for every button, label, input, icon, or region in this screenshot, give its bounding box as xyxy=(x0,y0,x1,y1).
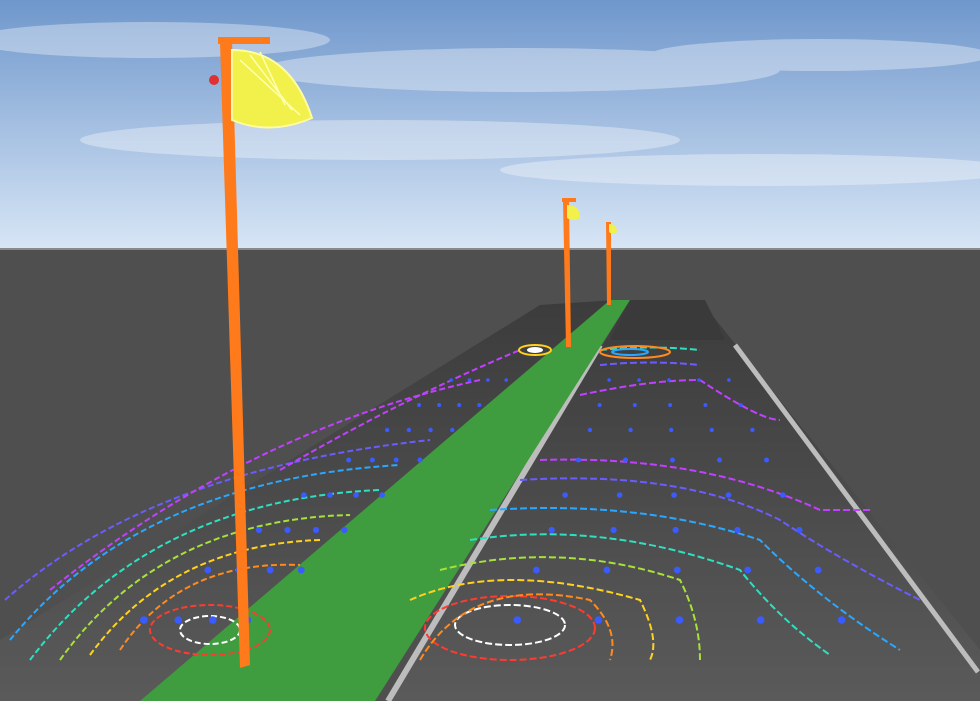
calc-point-marker xyxy=(607,378,611,382)
pole-mid xyxy=(562,198,576,347)
calc-point-marker xyxy=(738,403,743,407)
calc-point-marker xyxy=(406,427,412,433)
pole-far xyxy=(606,222,611,305)
calc-point-marker xyxy=(669,427,674,433)
left-roadway xyxy=(0,300,615,701)
calc-point-marker xyxy=(672,526,679,534)
calc-point-marker xyxy=(297,566,305,574)
calc-point-marker xyxy=(284,526,291,534)
calc-point-marker xyxy=(513,616,522,624)
lane-line-left xyxy=(385,343,603,701)
calc-point-marker xyxy=(744,566,752,574)
calc-point-marker xyxy=(312,526,320,534)
lane-line-right xyxy=(732,343,980,674)
calc-point-marker xyxy=(576,457,581,463)
calc-point-marker xyxy=(204,566,212,574)
calc-point-marker xyxy=(417,457,423,463)
calc-point-marker xyxy=(587,427,593,433)
far-hotspots xyxy=(518,344,671,359)
calc-point-marker xyxy=(327,492,333,498)
right-roadway xyxy=(385,300,980,701)
calc-point-marker xyxy=(353,492,359,498)
calc-point-marker xyxy=(369,457,375,463)
calc-point-marker xyxy=(764,457,769,463)
calc-point-marker xyxy=(734,526,741,534)
calc-point-marker xyxy=(717,457,722,463)
calc-point-marker xyxy=(667,378,671,382)
calc-point-marker xyxy=(597,403,602,407)
calc-point-marker xyxy=(727,378,731,382)
calc-point-marker xyxy=(703,403,708,407)
calc-point-marker xyxy=(449,378,454,382)
calc-point-marker xyxy=(780,492,786,498)
calc-point-marker xyxy=(417,403,422,407)
calc-point-marker xyxy=(384,427,390,433)
calc-point-marker xyxy=(837,616,846,624)
calc-point-marker xyxy=(628,427,633,433)
calc-point-marker xyxy=(255,526,263,534)
calc-point-marker xyxy=(814,566,822,574)
calc-point-marker xyxy=(457,403,462,407)
calc-point-marker xyxy=(346,457,352,463)
pole-near xyxy=(218,37,270,668)
far-road-end xyxy=(610,300,725,340)
calc-point-marker xyxy=(697,378,701,382)
calc-point-marker xyxy=(610,526,617,534)
calc-point-marker xyxy=(174,616,183,624)
isolux-contours-right xyxy=(409,346,921,661)
luminaire-mid xyxy=(567,205,580,220)
calc-point-marker xyxy=(266,566,274,574)
calc-point-marker xyxy=(709,427,714,433)
calc-point-marker xyxy=(671,492,677,498)
calc-point-marker xyxy=(632,403,637,407)
calc-point-marker xyxy=(428,427,433,433)
calc-point-marker xyxy=(796,526,803,534)
calc-point-marker xyxy=(668,403,673,407)
calc-point-marker xyxy=(756,616,765,624)
calc-point-marker xyxy=(393,457,399,463)
calc-point-marker xyxy=(616,492,623,498)
calc-point-marker xyxy=(673,566,681,574)
calc-point-marker xyxy=(140,616,148,624)
luminaire-far xyxy=(609,224,617,234)
luminaire-near xyxy=(209,48,314,129)
calc-point-marker xyxy=(670,457,675,463)
calc-point-marker xyxy=(675,616,684,624)
calc-point-marker xyxy=(623,457,628,463)
calc-point-marker xyxy=(533,566,540,574)
calc-point-marker xyxy=(504,378,509,382)
calc-point-marker xyxy=(725,492,732,498)
calc-point-marker xyxy=(450,427,455,433)
calc-point-marker xyxy=(437,403,442,407)
calc-point-marker xyxy=(486,378,490,382)
calc-point-marker xyxy=(603,566,611,574)
calc-point-marker xyxy=(594,616,603,624)
calc-point-marker xyxy=(341,526,348,534)
calc-point-marker xyxy=(562,492,568,498)
calc-point-marker xyxy=(548,526,555,534)
sky xyxy=(0,0,980,250)
calc-point-marker xyxy=(477,403,482,407)
median-strip xyxy=(140,300,630,701)
calc-point-marker xyxy=(750,427,755,433)
isolux-contours-left xyxy=(4,349,521,661)
calc-point-marker xyxy=(209,616,217,624)
calc-point-marker xyxy=(637,378,641,382)
calc-point-marker xyxy=(379,492,386,498)
calc-point-marker xyxy=(301,492,307,498)
calc-point-marker xyxy=(467,378,472,382)
